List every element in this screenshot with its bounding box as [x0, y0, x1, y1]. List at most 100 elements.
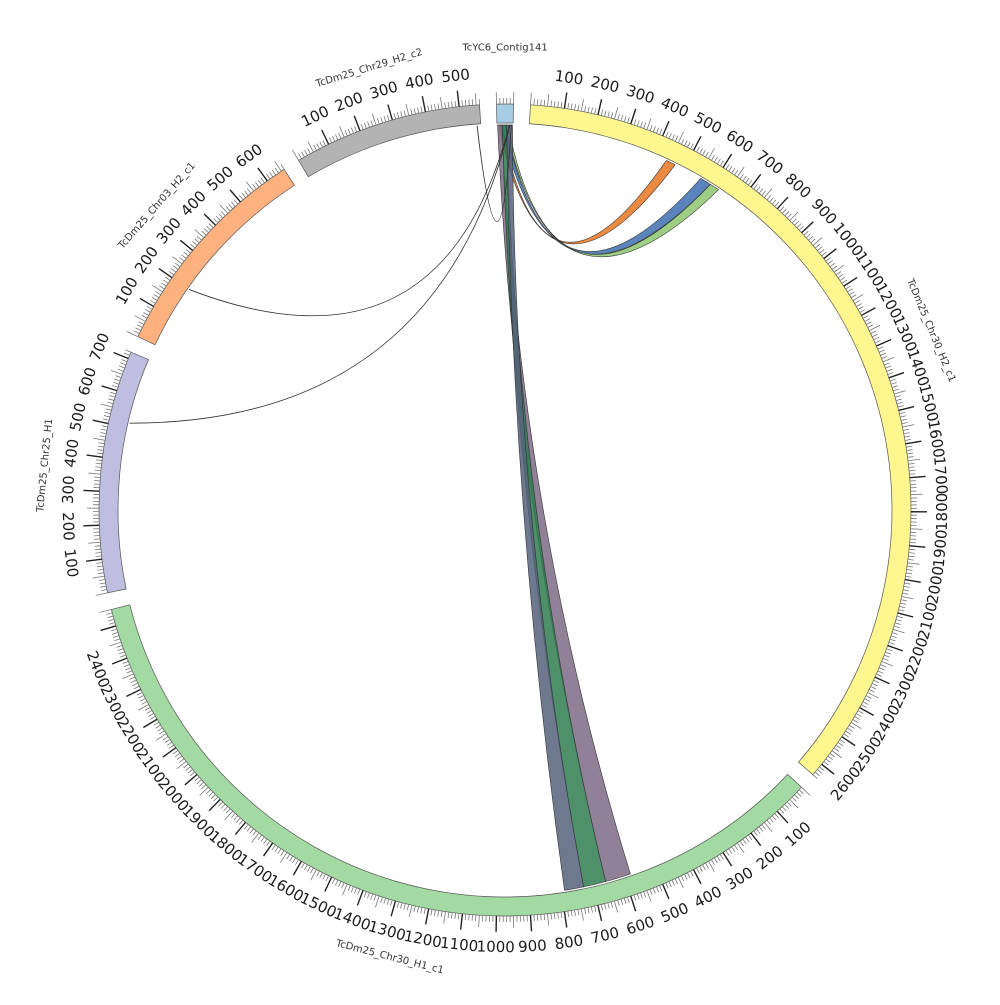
minor-tick: [95, 470, 101, 471]
minor-tick: [595, 108, 596, 114]
minor-tick: [804, 231, 808, 235]
minor-tick: [231, 813, 235, 817]
major-tick: [461, 914, 463, 930]
minor-tick: [401, 903, 403, 909]
major-tick: [694, 870, 701, 884]
minor-tick: [830, 263, 835, 267]
minor-tick: [884, 363, 890, 365]
minor-tick: [905, 439, 911, 440]
minor-tick: [871, 331, 876, 334]
minor-tick: [882, 661, 893, 665]
minor-tick: [849, 292, 854, 295]
minor-tick: [253, 831, 257, 836]
major-tick: [751, 174, 761, 187]
tick-label-tcdm25-chr03-h2-c1: 200: [131, 243, 162, 277]
major-tick: [422, 96, 425, 112]
minor-tick: [647, 890, 651, 901]
minor-tick: [894, 391, 905, 394]
minor-tick: [100, 586, 106, 587]
tick-label-tcdm25-chr30-h2-c1: 300: [624, 82, 657, 108]
minor-tick: [417, 907, 418, 913]
major-tick: [824, 249, 837, 259]
minor-tick: [299, 153, 302, 158]
major-tick: [723, 154, 732, 167]
minor-tick: [872, 334, 877, 337]
minor-tick: [156, 725, 161, 728]
minor-tick: [746, 178, 750, 183]
minor-tick: [548, 94, 549, 106]
minor-tick: [790, 212, 798, 221]
minor-tick: [894, 626, 900, 628]
link-tcdm25-chr30-h2-c1: [505, 125, 718, 257]
segment-tcyc6-contig141: [496, 104, 513, 123]
minor-tick: [354, 888, 356, 894]
minor-tick: [154, 722, 159, 725]
minor-tick: [138, 695, 143, 698]
tick-label-tcdm25-chr30-h1-c1: 800: [553, 931, 584, 953]
minor-tick: [445, 102, 446, 108]
minor-tick: [656, 128, 658, 134]
minor-tick: [147, 710, 152, 713]
major-tick: [204, 214, 215, 225]
minor-tick: [211, 795, 215, 799]
minor-tick: [879, 668, 885, 670]
major-tick: [391, 901, 395, 916]
tick-label-tcdm25-chr30-h2-c1: 2100: [914, 600, 941, 642]
minor-tick: [672, 880, 674, 885]
minor-tick: [891, 636, 897, 638]
minor-tick: [150, 300, 155, 303]
minor-tick: [272, 845, 275, 850]
minor-tick: [717, 856, 720, 861]
major-tick: [663, 884, 669, 899]
minor-tick: [856, 304, 861, 307]
minor-tick: [98, 446, 104, 447]
major-tick: [905, 580, 921, 583]
minor-tick: [740, 841, 743, 846]
minor-tick: [621, 899, 623, 905]
minor-tick: [767, 820, 771, 825]
minor-tick: [184, 764, 189, 768]
minor-tick: [98, 573, 104, 574]
minor-tick: [666, 883, 668, 889]
minor-tick: [759, 189, 763, 194]
minor-tick: [281, 164, 284, 169]
tick-label-tcdm25-chr30-h1-c1: 2400: [83, 648, 114, 690]
minor-tick: [697, 868, 700, 873]
minor-tick: [901, 419, 907, 420]
minor-tick: [247, 827, 251, 832]
minor-tick: [869, 690, 874, 693]
minor-tick: [581, 99, 583, 111]
minor-tick: [748, 180, 752, 185]
major-tick: [751, 833, 761, 846]
major-tick: [564, 93, 566, 109]
minor-tick: [171, 269, 176, 273]
minor-tick: [317, 871, 320, 876]
minor-tick: [293, 150, 299, 160]
minor-tick: [226, 809, 230, 813]
minor-tick: [815, 244, 820, 248]
minor-tick: [855, 301, 860, 304]
minor-tick: [909, 474, 915, 475]
minor-tick: [637, 894, 639, 900]
minor-tick: [290, 856, 293, 861]
minor-tick: [361, 124, 363, 130]
major-tick: [87, 455, 103, 457]
minor-tick: [706, 152, 709, 157]
minor-tick: [355, 126, 357, 132]
minor-tick: [901, 600, 907, 601]
minor-tick: [714, 157, 717, 162]
minor-tick: [585, 106, 586, 112]
minor-tick: [908, 457, 914, 458]
minor-tick: [611, 112, 613, 118]
minor-tick: [820, 249, 825, 253]
tick-label-tcdm25-chr30-h2-c1: 700: [753, 147, 787, 179]
minor-tick: [107, 402, 113, 404]
tick-label-tcdm25-chr29-h2-c2: 300: [367, 78, 400, 103]
minor-tick: [797, 224, 801, 228]
major-tick: [861, 308, 875, 316]
minor-tick: [97, 453, 103, 454]
minor-tick: [117, 645, 123, 647]
minor-tick: [409, 905, 412, 917]
tick-label-tcdm25-chr30-h2-c1: 2000: [923, 565, 947, 606]
minor-tick: [558, 101, 559, 107]
